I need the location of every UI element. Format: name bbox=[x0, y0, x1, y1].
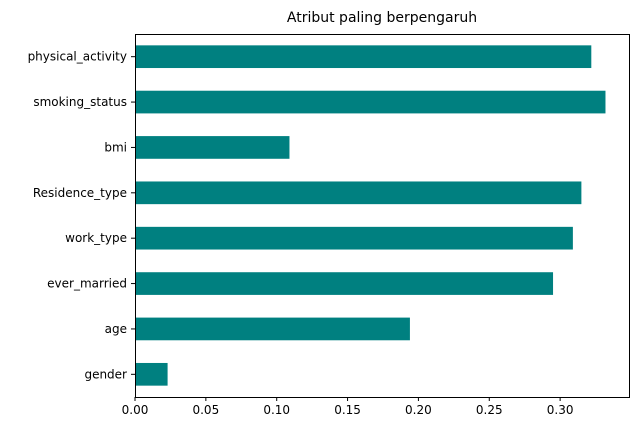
y-tick-label-work_type: work_type bbox=[65, 231, 127, 245]
y-tick-label-bmi: bmi bbox=[104, 140, 127, 154]
y-tick-label-smoking_status: smoking_status bbox=[33, 95, 127, 109]
x-tick-label: 0.15 bbox=[334, 403, 361, 417]
y-tick-label-gender: gender bbox=[84, 367, 127, 381]
bar-ever_married bbox=[135, 272, 554, 295]
bar-age bbox=[135, 317, 410, 341]
chart-title: Atribut paling berpengaruh bbox=[287, 10, 477, 26]
y-tick-label-age: age bbox=[105, 322, 127, 336]
bar-work_type bbox=[135, 226, 573, 250]
bar-smoking_status bbox=[135, 90, 606, 114]
y-axis: gender age ever_married work_type Residence_… bbox=[28, 50, 135, 381]
x-tick-label: 0.25 bbox=[476, 403, 503, 417]
x-tick-label: 0.05 bbox=[192, 403, 219, 417]
x-tick-label: 0.00 bbox=[122, 403, 149, 417]
bar-physical_activity bbox=[135, 45, 592, 69]
x-tick-label: 0.30 bbox=[547, 403, 574, 417]
bar-Residence_type bbox=[135, 181, 582, 205]
plot-frame bbox=[135, 34, 630, 398]
bar-gender bbox=[135, 362, 168, 386]
x-tick-label: 0.20 bbox=[405, 403, 432, 417]
bar-group bbox=[135, 45, 606, 386]
bar-bmi bbox=[135, 136, 290, 159]
y-tick-label-physical_activity: physical_activity bbox=[28, 50, 127, 64]
y-tick-label-ever_married: ever_married bbox=[47, 277, 127, 291]
x-axis: 0.00 0.05 0.10 0.15 0.20 0.25 0.30 bbox=[122, 397, 574, 417]
x-tick-label: 0.10 bbox=[263, 403, 290, 417]
y-tick-label-Residence_type: Residence_type bbox=[33, 186, 127, 200]
